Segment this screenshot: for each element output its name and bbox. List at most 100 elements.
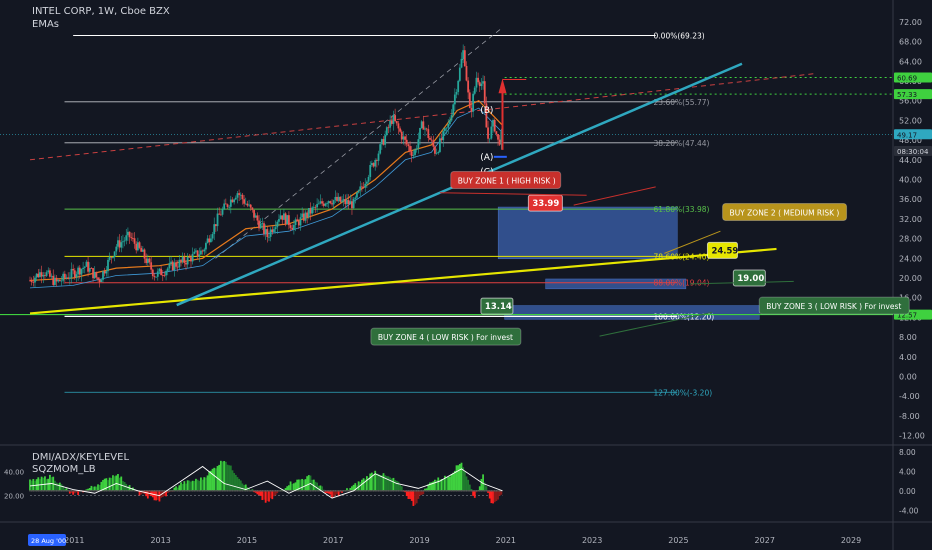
candle-body [73,270,76,278]
squeeze-dot [253,490,255,492]
candle-body [241,194,244,200]
x-tick-label: 2021 [496,536,516,545]
candle-body [427,129,430,138]
momentum-bar [288,485,290,491]
candle-body [63,273,66,278]
fib-level-label: 0.00%(69.23) [654,31,705,40]
squeeze-dot [447,490,449,492]
candle-body [482,81,484,84]
squeeze-dot [487,490,489,492]
momentum-bar [259,490,262,496]
candle-body [440,138,443,141]
squeeze-dot [414,490,416,492]
candle-body [75,274,78,278]
momentum-bar [473,490,476,498]
momentum-bar [193,481,196,491]
candle-body [331,203,333,205]
momentum-bar [331,490,333,498]
buy-zone-callout [722,202,848,221]
candle-body [329,201,332,204]
candle-body [35,273,38,278]
grey-dashed-trendline [215,28,501,259]
candle-body [369,165,372,177]
candle-body [249,204,252,208]
momentum-bar [387,476,390,491]
squeeze-dot [115,490,117,492]
candle-body [62,273,65,281]
candle-body [138,242,141,248]
momentum-bar [196,479,199,491]
squeeze-dot [30,490,33,492]
squeeze-dot [449,490,451,492]
candle-body [366,181,368,184]
momentum-bar [146,490,149,499]
momentum-bar [319,485,322,491]
candle-body [50,275,53,277]
y-tick-label: 32.00 [899,215,922,224]
momentum-bar [417,490,420,499]
momentum-bar [175,486,177,491]
momentum-bar [435,480,438,491]
candle-body [495,131,498,135]
squeeze-dot [377,490,380,492]
squeeze-dot [69,490,71,492]
buy-zone-target-badge [480,297,514,315]
momentum-bar [465,476,468,491]
y-tick-label: 64.00 [899,57,922,66]
momentum-bar [392,477,395,491]
squeeze-dot [439,490,441,492]
squeeze-dot [482,490,484,492]
candle-body [117,240,119,247]
momentum-bar [390,478,393,491]
candle-body [256,215,259,221]
momentum-bar [103,478,106,491]
candle-body [332,200,335,205]
candle-body [140,247,143,252]
momentum-bar [219,460,222,491]
momentum-bar [419,490,421,496]
candle-body [175,262,177,267]
momentum-bar [327,490,330,494]
candle-body [224,203,227,205]
candle-body [317,203,320,205]
squeeze-dot [241,490,244,492]
squeeze-dot [170,490,172,492]
squeeze-dot [215,490,217,492]
candle-body [261,223,264,225]
momentum-bar [382,473,385,491]
squeeze-dot [195,490,197,492]
momentum-bar [180,482,182,491]
squeeze-dot [460,490,463,492]
squeeze-dot [185,490,187,492]
momentum-bar [208,471,211,491]
buy-zone-target-badge [527,194,563,212]
squeeze-dot [255,490,257,492]
date-badge [28,534,66,546]
squeeze-dot [415,490,418,492]
squeeze-dot [55,490,58,492]
candle-body [377,153,380,161]
momentum-bar [239,480,242,491]
squeeze-dot [85,490,88,492]
candle-body [402,136,405,140]
candle-body [307,208,310,218]
y-tick-label: 4.00 [899,353,917,362]
momentum-bar [349,487,352,491]
candle-body [85,261,88,267]
y-tick-label: 48.00 [899,136,922,145]
dmi-legend: DMI/ADX/KEYLEVEL [32,452,130,463]
momentum-bar [261,490,264,501]
momentum-bar [125,483,128,491]
candle-body [42,275,45,277]
candle-body [357,190,360,193]
momentum-bar [450,474,453,491]
momentum-bar [221,461,224,491]
momentum-bar [107,480,109,491]
x-tick-label: 2013 [150,536,170,545]
momentum-bar [153,490,156,501]
momentum-bar [224,461,227,491]
momentum-bar [444,475,446,491]
y-tick-label: 44.00 [899,156,922,165]
momentum-bar [223,461,226,491]
